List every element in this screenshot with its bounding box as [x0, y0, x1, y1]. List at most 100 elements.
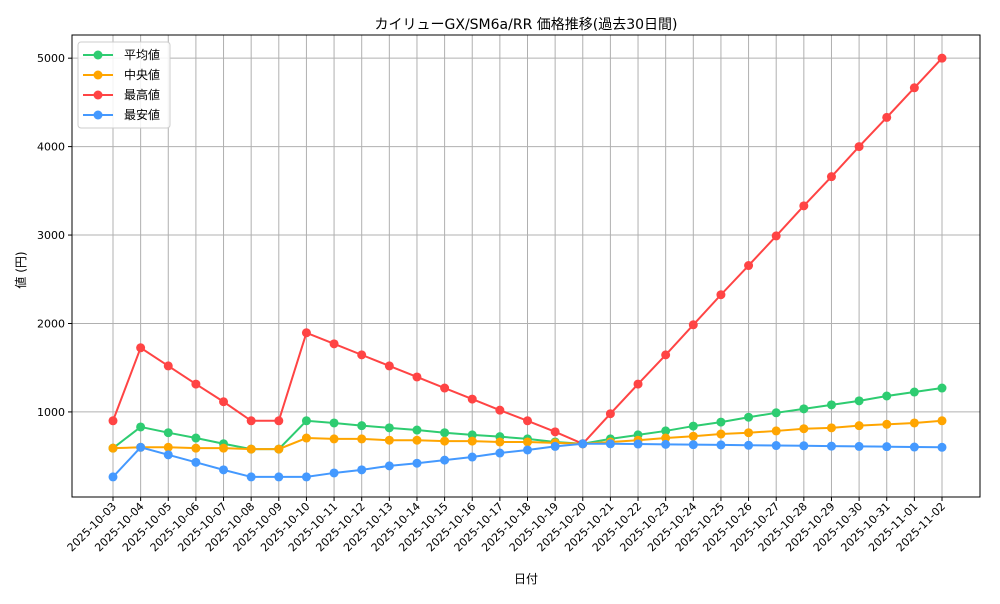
data-point [882, 419, 892, 429]
data-point [799, 441, 809, 451]
y-axis: 1000 2000 3000 4000 5000 [37, 52, 72, 419]
data-point [191, 457, 201, 467]
data-point [246, 472, 256, 482]
y-axis-label: 値 (円) [13, 251, 28, 288]
data-point [854, 142, 864, 152]
data-point [136, 422, 146, 432]
data-point [854, 421, 864, 431]
data-point [384, 423, 394, 433]
data-point [357, 465, 367, 475]
data-point [440, 428, 450, 438]
data-point [605, 409, 615, 419]
legend-marker [93, 70, 103, 80]
data-point [826, 423, 836, 433]
series-最安値 [108, 439, 947, 482]
data-point [771, 426, 781, 436]
data-point [495, 437, 505, 447]
data-point [357, 421, 367, 431]
data-point [523, 445, 532, 455]
data-point [163, 361, 173, 371]
data-point [716, 290, 726, 300]
y-tick-label: 1000 [37, 406, 65, 419]
data-point [771, 231, 781, 241]
data-point [661, 439, 671, 449]
data-point [661, 433, 671, 443]
legend-label: 中央値 [124, 67, 160, 82]
data-point [826, 400, 836, 410]
data-point [329, 418, 339, 428]
data-point [799, 424, 809, 434]
data-point [909, 418, 919, 428]
data-point [882, 391, 892, 401]
data-point [688, 320, 698, 330]
data-point [937, 416, 947, 426]
legend-box [77, 41, 171, 129]
data-point [329, 339, 339, 349]
data-point [467, 436, 477, 446]
data-point [108, 472, 118, 482]
data-point [219, 465, 229, 475]
data-point [357, 434, 367, 444]
data-point [716, 429, 726, 439]
data-point [274, 472, 284, 482]
data-point [412, 458, 422, 468]
data-point [882, 112, 892, 122]
data-point [191, 443, 201, 453]
data-point [661, 426, 671, 436]
legend-marker [93, 90, 103, 100]
data-point [688, 431, 698, 441]
data-point [550, 427, 560, 437]
data-point [882, 442, 892, 452]
data-point [108, 443, 118, 453]
x-axis: 2025-10-032025-10-042025-10-052025-10-06… [65, 497, 948, 554]
x-axis-label: 日付 [514, 572, 538, 586]
data-point [219, 443, 229, 453]
data-point [826, 441, 836, 451]
data-point [799, 404, 809, 414]
data-point [246, 444, 256, 454]
y-tick-label: 4000 [37, 141, 65, 154]
data-point [440, 455, 450, 465]
data-point [744, 440, 754, 450]
data-point [495, 448, 505, 458]
data-point [523, 416, 532, 426]
data-point [633, 379, 643, 389]
legend-marker [93, 50, 103, 60]
data-point [854, 396, 864, 406]
data-point [274, 444, 284, 454]
data-point [301, 433, 311, 443]
data-point [550, 441, 560, 451]
data-point [909, 387, 919, 397]
data-point [329, 434, 339, 444]
y-tick-label: 2000 [37, 317, 65, 330]
data-point [744, 412, 754, 422]
data-point [163, 442, 173, 452]
data-point [771, 441, 781, 451]
data-point [136, 442, 146, 452]
data-point [909, 442, 919, 452]
data-point [937, 442, 947, 452]
data-point [384, 435, 394, 445]
data-point [219, 397, 229, 407]
data-point [191, 379, 201, 389]
data-point [771, 408, 781, 418]
data-point [495, 405, 505, 415]
data-point [329, 468, 339, 478]
data-point [412, 425, 422, 435]
data-point [301, 472, 311, 482]
data-point [937, 53, 947, 63]
data-point [467, 394, 477, 404]
data-point [440, 436, 450, 446]
legend-label: 最安値 [124, 107, 160, 122]
data-point [523, 437, 532, 447]
data-point [688, 440, 698, 450]
data-point [274, 416, 284, 426]
plot-frame [71, 34, 981, 498]
data-point [909, 83, 919, 93]
data-point [412, 435, 422, 445]
legend-marker [93, 110, 103, 120]
data-point [412, 372, 422, 382]
data-point [826, 172, 836, 182]
